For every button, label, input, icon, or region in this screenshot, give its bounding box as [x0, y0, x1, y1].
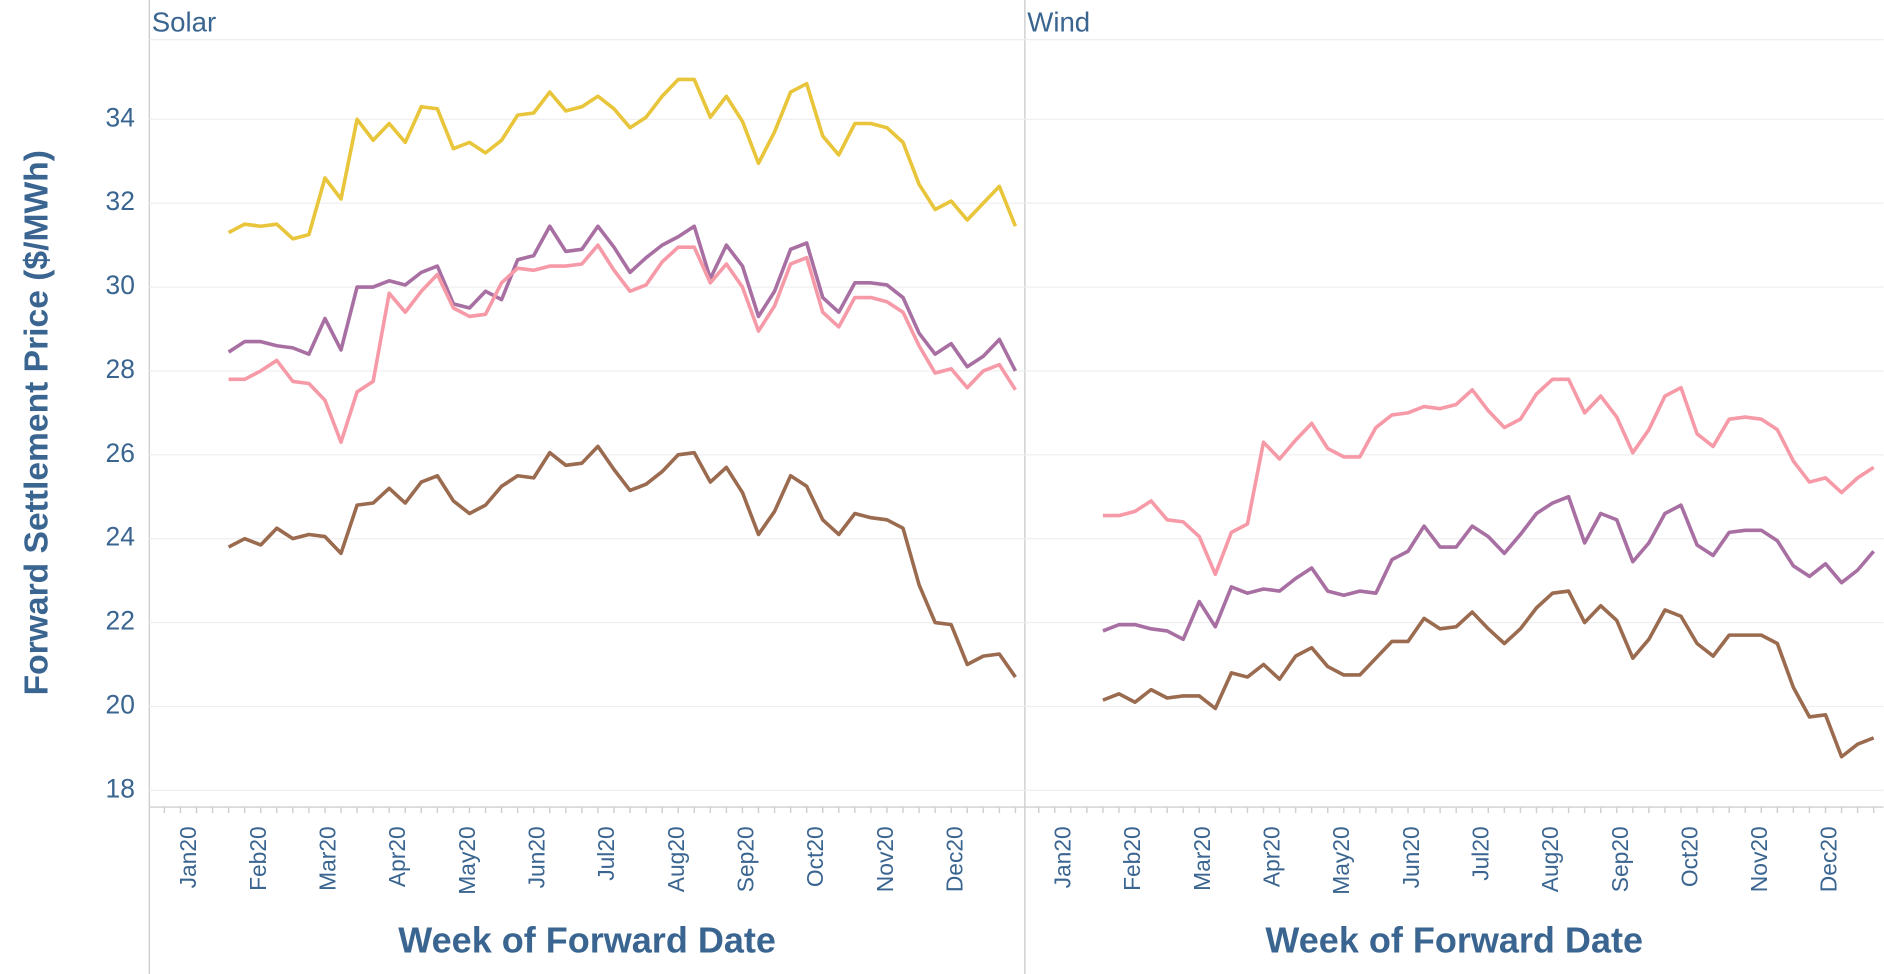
x-axis-label: Week of Forward Date [1265, 919, 1643, 960]
x-tick-label: Oct20 [1676, 826, 1702, 887]
x-tick-label: Jan20 [175, 826, 201, 888]
x-tick-label: Nov20 [872, 826, 898, 892]
y-tick-label: 20 [106, 689, 135, 719]
x-tick-label: Jan20 [1050, 826, 1076, 888]
x-tick-label: Aug20 [663, 826, 689, 892]
y-tick-label: 30 [106, 270, 135, 300]
y-axis-label: Forward Settlement Price ($/MWh) [19, 150, 56, 695]
x-tick-label: Sep20 [1607, 826, 1633, 892]
x-tick-label: Apr20 [1259, 826, 1285, 887]
line-series [228, 243, 1017, 445]
y-tick-label: 34 [106, 102, 135, 132]
x-tick-label: Aug20 [1537, 826, 1563, 892]
x-tick-label: Jun20 [523, 826, 549, 888]
y-tick-label: 28 [106, 354, 135, 384]
x-tick-label: Feb20 [245, 826, 271, 891]
x-tick-label: Mar20 [315, 826, 341, 891]
x-axis-label: Week of Forward Date [398, 919, 776, 960]
line-series [227, 77, 1018, 241]
x-tick-label: May20 [1328, 826, 1354, 894]
x-tick-label: Dec20 [941, 826, 967, 892]
line-series [227, 224, 1018, 372]
x-tick-label: Jul20 [1467, 826, 1493, 881]
line-series [1102, 377, 1875, 577]
line-series [227, 444, 1017, 679]
line-series [1102, 494, 1876, 642]
x-tick-label: Apr20 [384, 826, 410, 887]
x-tick-label: Mar20 [1189, 826, 1215, 891]
x-tick-label: Oct20 [802, 826, 828, 887]
y-tick-label: 18 [106, 773, 135, 803]
x-tick-label: Sep20 [732, 826, 758, 892]
panel-title: Wind [1027, 6, 1090, 37]
y-tick-label: 24 [106, 522, 135, 552]
panel-title: Solar [152, 6, 216, 37]
y-tick-label: 26 [106, 438, 135, 468]
x-tick-label: Dec20 [1816, 826, 1842, 892]
x-tick-label: May20 [454, 826, 480, 894]
x-tick-label: Jun20 [1398, 826, 1424, 888]
y-tick-label: 22 [106, 606, 135, 636]
line-series [1102, 589, 1875, 759]
y-tick-label: 32 [106, 186, 135, 216]
x-tick-label: Feb20 [1119, 826, 1145, 891]
x-tick-label: Jul20 [593, 826, 619, 881]
x-tick-label: Nov20 [1746, 826, 1772, 892]
